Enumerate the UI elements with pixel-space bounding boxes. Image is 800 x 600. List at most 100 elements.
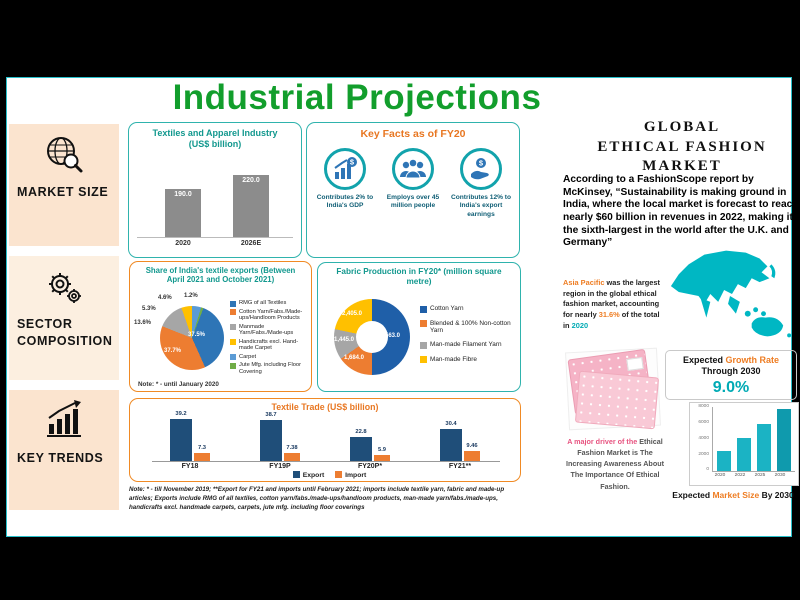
donut-chart-fabric-production xyxy=(334,299,410,375)
legend-label: Blended & 100% Non-cotton Yarn xyxy=(430,319,511,334)
mini-bar xyxy=(737,438,751,471)
expected-growth-rate: Expected Growth Rate Through 2030 9.0% xyxy=(665,350,797,400)
pie-label: 1.2% xyxy=(184,293,198,299)
bar-value-label: 190.0 xyxy=(174,191,192,198)
key-fact-employment: Employs over 45 million people xyxy=(380,147,446,220)
mini-bar xyxy=(757,424,771,471)
bar-group-fy20p: 22.8 5.9 xyxy=(350,429,390,461)
bar-value-label: 7.38 xyxy=(286,445,298,451)
bar-value-label: 7.3 xyxy=(197,445,207,451)
bar-value-label: 39.2 xyxy=(175,411,187,417)
svg-text:$: $ xyxy=(350,157,355,166)
fact-text: Contributes 2% to India's GDP xyxy=(316,193,374,210)
asia-pacific-map xyxy=(670,250,792,338)
asia-pacific-text: was the largest region in the global eth… xyxy=(563,278,660,320)
legend-item: Cotton Yarn xyxy=(420,305,516,313)
legend-swatch xyxy=(230,362,236,369)
bar-value-label: 30.4 xyxy=(445,421,457,427)
key-fact-exports: $ Contributes 12% to India's export earn… xyxy=(448,147,514,220)
garment-fold xyxy=(574,370,660,430)
import-bar: 5.9 xyxy=(374,447,390,461)
bar-value-label: 38.7 xyxy=(265,412,277,418)
mckinsey-quote: According to a FashionScope report by Mc… xyxy=(563,174,799,249)
legend-label: Handicrafts excl. Hand-made Carpet xyxy=(239,338,299,352)
legend-export-share: RMG of all Textiles Cotton Yarn/Fabs./Ma… xyxy=(230,300,310,377)
legend-item: Man-made Filament Yarn xyxy=(420,341,516,349)
y-tick: 6000 xyxy=(698,420,709,425)
bar-group-fy21: 30.4 9.46 xyxy=(440,421,480,461)
import-bar: 7.38 xyxy=(284,445,300,461)
x-axis-label: 2020 xyxy=(175,240,191,247)
growth-highlight: Growth Rate xyxy=(725,355,780,365)
chart-title: Fabric Production in FY20* (million squa… xyxy=(336,267,502,286)
y-tick: 0 xyxy=(706,467,709,472)
legend-swatch xyxy=(420,320,427,327)
export-bar: 22.8 xyxy=(350,429,372,461)
legend-label: Cotton Yarn/Fabs./Made-ups/Handloom Prod… xyxy=(239,308,303,322)
chart-note: Note: * - until January 2020 xyxy=(138,381,219,388)
growth-pre: Expected xyxy=(682,355,726,365)
panel-key-facts: Key Facts as of FY20 $ Contributes 2% to… xyxy=(306,122,520,258)
growth-line-2: Through 2030 xyxy=(701,366,761,377)
x-axis-label: FY18 xyxy=(181,463,199,470)
legend-label: Carpet xyxy=(239,353,257,360)
asia-pacific-percent: 31.6% xyxy=(598,310,620,320)
driver-text: Ethical Fashion Market is The Increasing… xyxy=(566,437,664,491)
chart-title: Textile Trade (US$ billion) xyxy=(271,402,379,412)
legend-label: Manmade Yarn/Fabs./Made-ups xyxy=(239,323,294,337)
fact-text: Contributes 12% to India's export earnin… xyxy=(450,193,512,218)
legend-swatch xyxy=(230,339,236,346)
fact-text: Employs over 45 million people xyxy=(386,193,440,210)
legend-swatch-import xyxy=(335,471,343,478)
legend-item: Carpet xyxy=(230,354,310,361)
key-facts-row: $ Contributes 2% to India's GDP Employs … xyxy=(307,141,519,220)
pie-chart-export-share xyxy=(160,306,224,370)
bar-group-fy19p: 38.7 7.38 xyxy=(260,412,300,461)
bar-2020: 190.0 xyxy=(165,189,201,237)
pie-label: 4.6% xyxy=(158,295,172,301)
fact-circle: $ xyxy=(460,147,502,190)
bar-value-label: 220.0 xyxy=(242,177,260,184)
sidebar-label-market-size: MARKET SIZE xyxy=(17,185,109,199)
gears-icon xyxy=(49,273,81,303)
svg-text:$: $ xyxy=(479,158,484,167)
bar-value-label: 9.46 xyxy=(466,443,478,449)
legend-textile-trade: Export Import xyxy=(130,471,520,479)
caption-pre: Expected xyxy=(672,490,713,500)
legend-item: Handicrafts excl. Hand-made Carpet xyxy=(230,339,310,352)
x-axis-label: 2030 xyxy=(774,473,786,478)
slide: Industrial Projections MARKET SIZE xyxy=(6,77,799,537)
x-axis-label: FY19P xyxy=(269,463,291,470)
pie-label: 37.7% xyxy=(164,348,182,354)
x-axis-label: 2020 xyxy=(714,473,726,478)
sidebar-label-sector-composition: SECTOR COMPOSITION xyxy=(17,317,113,348)
export-bar: 39.2 xyxy=(170,411,192,461)
legend-swatch-export xyxy=(292,471,300,478)
growth-value: 9.0% xyxy=(712,378,750,396)
garment-tag xyxy=(626,356,644,372)
bar-value-label: 22.8 xyxy=(355,429,367,435)
y-tick: 2000 xyxy=(698,452,709,457)
bar-chart-textiles-apparel: 190.0 220.0 2020 2026E xyxy=(137,161,293,247)
market-driver-note: A major driver of the Ethical Fashion Ma… xyxy=(563,436,667,492)
legend-label: RMG of all Textiles xyxy=(239,300,287,306)
fact-circle: $ xyxy=(324,147,366,190)
legend-item: Cotton Yarn/Fabs./Made-ups/Handloom Prod… xyxy=(230,309,310,322)
donut-label: 2,405.0 xyxy=(342,311,363,317)
sidebar-item-sector-composition: SECTOR COMPOSITION xyxy=(9,256,119,380)
export-bar: 38.7 xyxy=(260,412,282,461)
x-axis-label: 2022 xyxy=(734,473,746,478)
panel-fabric-production: Fabric Production in FY20* (million squa… xyxy=(317,262,521,392)
legend-swatch xyxy=(230,300,236,307)
legend-item: Manmade Yarn/Fabs./Made-ups xyxy=(230,324,310,337)
import-bar: 9.46 xyxy=(464,443,480,461)
mini-bar xyxy=(717,451,731,471)
donut-hole xyxy=(356,321,388,353)
title-line: ETHICAL FASHION xyxy=(597,138,767,155)
asia-pacific-year: 2020 xyxy=(571,320,589,330)
legend-fabric-production: Cotton Yarn Blended & 100% Non-cotton Ya… xyxy=(420,305,516,370)
y-tick: 8000 xyxy=(698,404,709,409)
legend-swatch xyxy=(230,309,236,316)
trend-chart-icon xyxy=(47,400,81,437)
bar-group-fy18: 39.2 7.3 xyxy=(170,411,210,461)
